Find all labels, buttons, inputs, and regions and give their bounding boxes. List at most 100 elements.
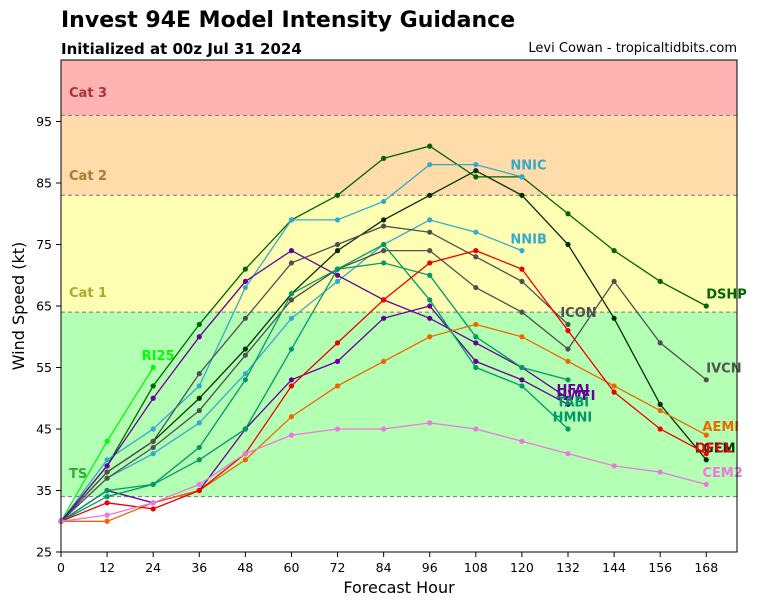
point-ofcl [104,500,110,506]
point-ivcn [611,278,617,284]
threshold-lines [61,114,737,498]
point-hfai [334,358,341,364]
point-dshp [565,211,571,217]
point-aemi [657,407,663,414]
y-tick-label: 75 [36,237,52,252]
point-hmni [242,426,248,432]
category-bands [61,60,737,497]
point-nnib [334,278,341,284]
x-tick-label: 60 [284,560,300,575]
x-tick-label: 168 [694,560,718,575]
label-ri25: RI25 [142,349,175,364]
label-aemi: AEMI [702,420,739,435]
point-hfai [288,377,295,383]
point-icon [565,321,571,328]
point-cem2 [381,426,387,432]
point-aemi [519,334,525,340]
point-nnib [150,451,156,457]
point-nnib [519,248,525,254]
y-tick-label: 65 [36,299,52,314]
label-icon: ICON [560,306,596,321]
series-ofcl [58,248,709,524]
point-cem2 [242,451,248,457]
point-lgem [519,192,525,198]
point-ofcl [519,266,525,272]
label-hwfi: HWFI [556,389,595,404]
point-nnic [473,161,479,168]
point-cem2 [703,481,709,487]
point-nnic [104,457,110,463]
point-dshp [150,383,156,389]
category-labels: TS Cat 1 Cat 2 Cat 3 [69,86,107,482]
chart-subtitle: Initialized at 00z Jul 31 2024 [61,40,302,58]
model-series [58,143,709,524]
point-icon [242,315,248,321]
x-axis-label: Forecast Hour [343,578,455,597]
point-lgem [334,248,341,254]
label-nnib: NNIB [510,232,547,247]
point-lgem [657,401,663,407]
point-ri25 [150,364,156,371]
line-icon [60,225,569,522]
band-label-cat-2: Cat 2 [69,169,107,184]
line-tabi [60,262,569,522]
point-dshp [427,143,433,149]
point-aemi [473,321,479,328]
point-cem2 [150,500,156,506]
point-icon [427,229,433,235]
point-nnic [288,217,295,223]
point-nnic [334,217,341,223]
x-tick-label: 120 [510,560,534,575]
point-dshp [703,303,709,309]
point-icon [150,438,156,444]
chart-title: Invest 94E Model Intensity Guidance [61,8,516,33]
x-tick-label: 84 [376,560,392,575]
point-dshp [381,155,387,161]
point-nnib [473,229,479,235]
point-ivcn [381,248,387,254]
x-tick-label: 156 [648,560,672,575]
band-cat-1 [61,195,737,313]
point-lgem [242,346,248,352]
point-aemi [288,414,295,420]
point-icon [334,241,341,248]
point-hmni [196,457,202,463]
y-axis-label: Wind Speed (kt) [9,242,28,371]
point-nnic [150,426,156,432]
label-tabi: TABI [556,395,589,410]
point-hfai [473,358,479,364]
point-ofcl [196,487,202,494]
x-tick-label: 48 [237,560,253,575]
label-dshp: DSHP [706,288,747,303]
point-hmni [473,364,479,371]
point-cem2 [565,451,571,457]
y-tick-label: 25 [36,545,52,560]
label-cem2: CEM2 [702,466,742,481]
y-tick-label: 55 [36,360,52,375]
point-lgem [427,192,433,198]
x-tick-label: 132 [556,560,580,575]
band-cat-3 [61,60,737,116]
point-nnib [196,420,202,426]
line-hwfi [60,249,569,522]
label-ofcl: OFCL [695,441,733,456]
point-hwfi [242,278,248,284]
point-hwfi [334,272,341,278]
point-ofcl [473,248,479,254]
point-aemi [703,432,709,438]
point-cem2 [196,481,202,487]
label-hmni: HMNI [553,411,593,426]
point-cem2 [104,512,110,518]
point-lgem [473,168,479,174]
x-tick-label: 0 [57,560,65,575]
x-tick-label: 96 [422,560,438,575]
point-ivcn [565,346,571,352]
point-dshp [657,278,663,284]
point-hwfi [104,463,110,469]
point-nnib [242,371,248,377]
point-lgem [611,315,617,321]
x-tick-label: 12 [99,560,115,575]
label-lgem: LGEM [695,441,736,456]
point-ofcl [703,451,709,457]
point-hmni [104,487,110,494]
